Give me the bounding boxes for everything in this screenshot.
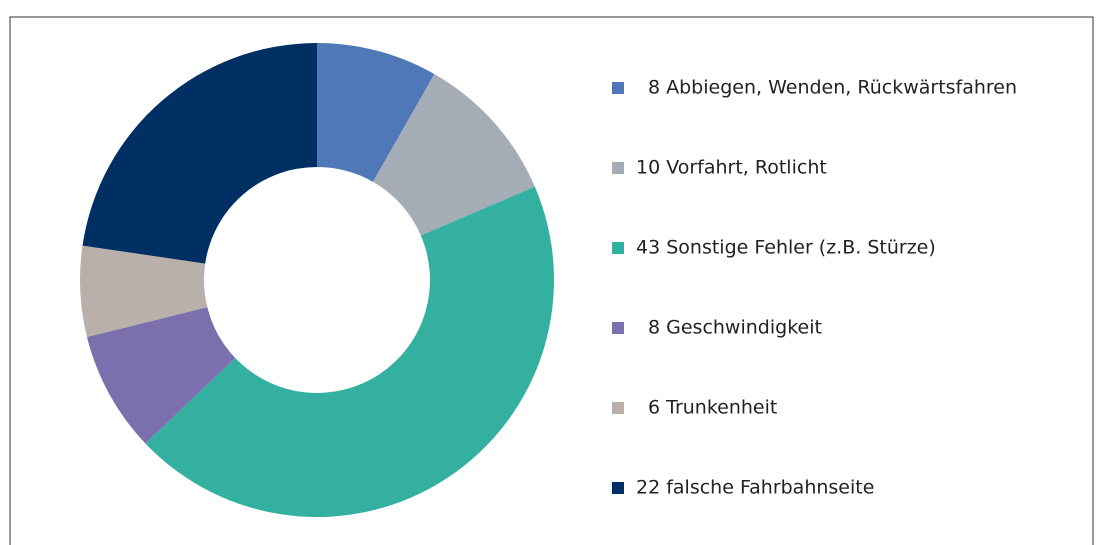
legend-label: 8 Abbiegen, Wenden, Rückwärtsfahren bbox=[648, 77, 1017, 99]
donut-slice bbox=[145, 186, 555, 517]
donut-slice bbox=[82, 43, 318, 264]
donut-slice bbox=[317, 43, 435, 182]
legend-swatch bbox=[612, 162, 624, 174]
legend-label: 43 Sonstige Fehler (z.B. Stürze) bbox=[636, 237, 936, 259]
legend-swatch bbox=[612, 242, 624, 254]
legend-swatch bbox=[612, 482, 624, 494]
donut-slice bbox=[80, 245, 208, 338]
legend-swatch bbox=[612, 402, 624, 414]
legend-label: 8 Geschwindigkeit bbox=[648, 317, 822, 339]
donut-slice bbox=[86, 307, 236, 444]
legend-label: 10 Vorfahrt, Rotlicht bbox=[636, 157, 827, 179]
donut-slice bbox=[372, 74, 535, 236]
frame bbox=[9, 16, 1094, 545]
legend-label: 6 Trunkenheit bbox=[648, 397, 777, 419]
legend-swatch bbox=[612, 322, 624, 334]
legend-label: 22 falsche Fahrbahnseite bbox=[636, 477, 874, 499]
legend-swatch bbox=[612, 82, 624, 94]
